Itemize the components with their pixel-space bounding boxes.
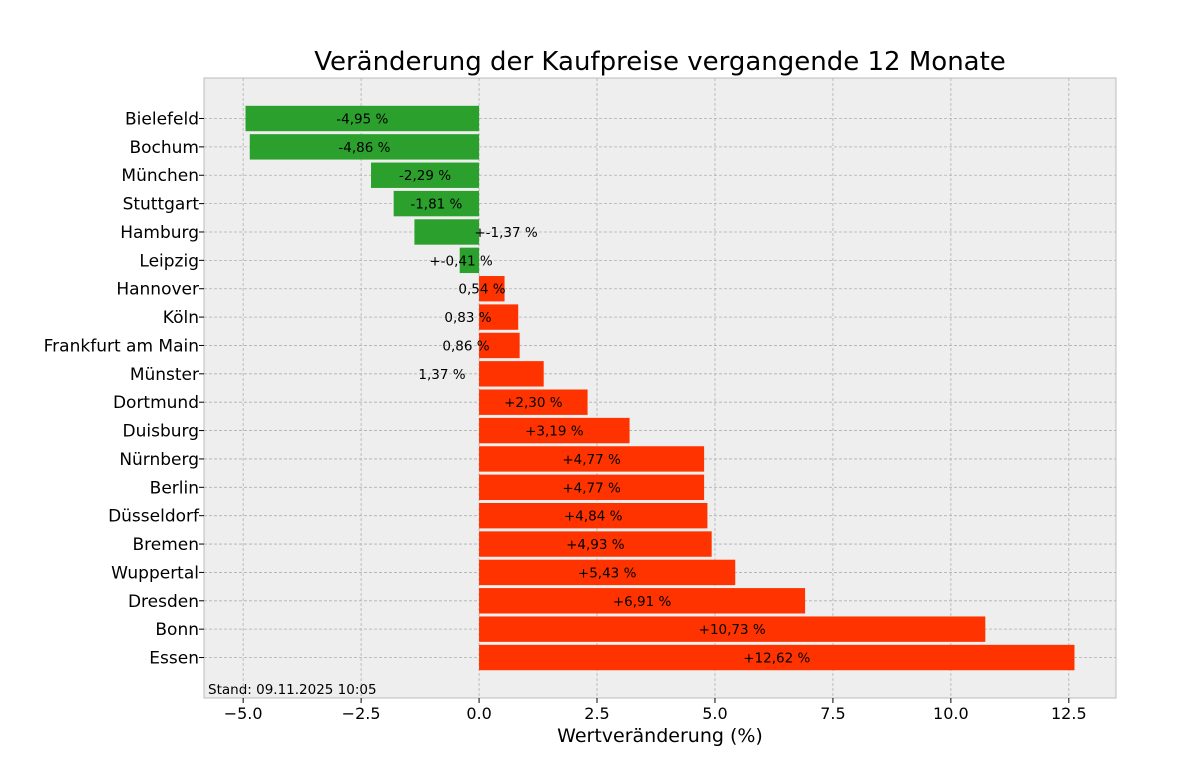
x-tick-label: −5.0 (224, 704, 263, 723)
y-tick-label: Bremen (132, 535, 199, 555)
bar-Nürnberg (479, 446, 705, 472)
bar-Essen (479, 644, 1075, 671)
data-label: -4,86 % (338, 140, 390, 156)
bar-Bielefeld (245, 105, 480, 132)
x-tick-label: 10.0 (933, 704, 969, 723)
data-label: -2,29 % (399, 168, 451, 184)
x-tick-label: 2.5 (584, 704, 609, 723)
data-label: +10,73 % (699, 622, 766, 638)
x-tick-label: 7.5 (820, 704, 845, 723)
data-label: +5,43 % (578, 565, 637, 581)
bar-Duisburg (479, 417, 630, 444)
y-tick-label: Nürnberg (119, 450, 199, 470)
stand-annotation: Stand: 09.11.2025 10:05 (208, 682, 377, 698)
bar-Wuppertal (479, 559, 736, 586)
y-tick-label: Hamburg (120, 223, 199, 243)
y-tick-label: Dresden (128, 592, 199, 612)
y-tick-label: Berlin (150, 478, 199, 498)
bar-Berlin (479, 474, 705, 501)
x-tick-label: 0.0 (466, 704, 491, 723)
y-tick-label: Hannover (116, 280, 199, 300)
data-label: -4,95 % (336, 112, 388, 128)
y-tick-label: Leipzig (139, 251, 199, 271)
x-tick-label: 12.5 (1051, 704, 1087, 723)
data-label: +-0,41 % (429, 253, 493, 269)
data-label: +-1,37 % (474, 225, 538, 241)
bar-Stuttgart (393, 190, 480, 217)
y-tick-label: Stuttgart (123, 195, 200, 215)
y-tick-label: Münster (130, 365, 199, 385)
x-tick-label: −2.5 (342, 704, 381, 723)
bar-Bremen (479, 531, 712, 557)
y-tick-label: Duisburg (123, 422, 200, 442)
data-label: +3,19 % (525, 424, 584, 440)
x-tick-label: 5.0 (702, 704, 727, 723)
bar-Münster (479, 361, 544, 387)
y-tick-label: Düsseldorf (108, 507, 200, 527)
data-label: +12,62 % (743, 651, 810, 667)
y-tick-label: Bielefeld (125, 110, 199, 130)
data-label: -1,81 % (410, 197, 462, 213)
x-axis-label: Wertveränderung (%) (557, 725, 763, 747)
data-label: +2,30 % (504, 395, 563, 411)
y-tick-label: Essen (149, 649, 199, 669)
bar-Leipzig (459, 247, 480, 274)
data-label: 0,54 % (458, 282, 505, 298)
y-tick-label: Bonn (155, 620, 199, 640)
y-tick-label: Dortmund (113, 393, 199, 413)
bar-Hamburg (414, 219, 480, 245)
chart-title: Veränderung der Kaufpreise vergangende 1… (314, 47, 1006, 77)
data-label: 0,83 % (444, 310, 491, 326)
y-tick-label: Bochum (129, 138, 199, 158)
data-label: +4,93 % (566, 537, 625, 553)
bar-Dortmund (479, 389, 588, 415)
bar-Köln (479, 304, 519, 330)
bar-Frankfurt am Main (479, 332, 520, 359)
bar-Düsseldorf (479, 502, 708, 529)
bar-Bochum (249, 134, 480, 160)
y-tick-label: Köln (163, 308, 199, 328)
data-label: +6,91 % (613, 594, 672, 610)
data-label: 1,37 % (418, 367, 465, 383)
bar-Bonn (479, 616, 986, 642)
bar-Hannover (479, 276, 505, 302)
data-label: +4,84 % (564, 509, 623, 525)
bar-Dresden (479, 588, 806, 614)
data-label: 0,86 % (442, 338, 489, 354)
y-tick-label: Frankfurt am Main (44, 336, 199, 356)
data-label: +4,77 % (562, 452, 621, 468)
data-label: +4,77 % (562, 480, 621, 496)
y-tick-label: Wuppertal (111, 563, 199, 583)
bar-München (371, 162, 480, 188)
y-tick-label: München (121, 166, 199, 186)
